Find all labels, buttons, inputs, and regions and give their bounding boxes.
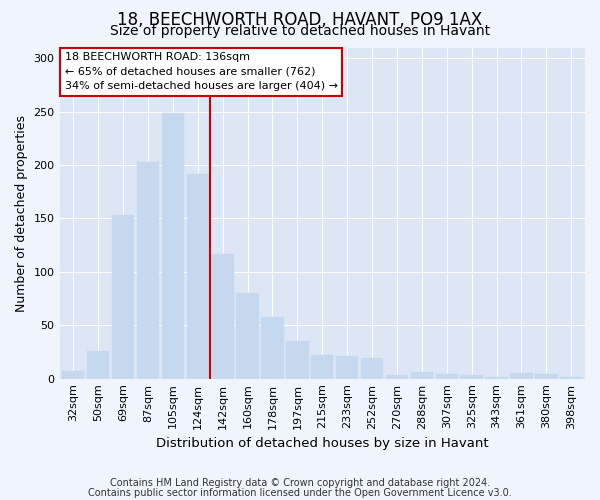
Bar xyxy=(485,376,508,378)
Bar xyxy=(137,162,159,378)
Bar xyxy=(87,351,109,378)
Bar xyxy=(211,254,234,378)
Bar xyxy=(187,174,209,378)
Text: Contains public sector information licensed under the Open Government Licence v3: Contains public sector information licen… xyxy=(88,488,512,498)
Bar xyxy=(286,342,308,378)
Bar xyxy=(112,215,134,378)
Bar xyxy=(510,374,533,378)
Text: 18 BEECHWORTH ROAD: 136sqm
← 65% of detached houses are smaller (762)
34% of sem: 18 BEECHWORTH ROAD: 136sqm ← 65% of deta… xyxy=(65,52,338,92)
Bar xyxy=(386,376,408,378)
Text: Contains HM Land Registry data © Crown copyright and database right 2024.: Contains HM Land Registry data © Crown c… xyxy=(110,478,490,488)
Text: Size of property relative to detached houses in Havant: Size of property relative to detached ho… xyxy=(110,24,490,38)
Bar xyxy=(336,356,358,378)
Y-axis label: Number of detached properties: Number of detached properties xyxy=(15,114,28,312)
Bar xyxy=(460,376,483,378)
Bar xyxy=(161,112,184,378)
Bar xyxy=(62,371,85,378)
Bar xyxy=(311,355,334,378)
Text: 18, BEECHWORTH ROAD, HAVANT, PO9 1AX: 18, BEECHWORTH ROAD, HAVANT, PO9 1AX xyxy=(118,11,482,29)
Bar xyxy=(410,372,433,378)
Bar xyxy=(236,293,259,378)
Bar xyxy=(535,374,557,378)
Bar xyxy=(560,376,583,378)
Bar xyxy=(361,358,383,378)
X-axis label: Distribution of detached houses by size in Havant: Distribution of detached houses by size … xyxy=(156,437,488,450)
Bar xyxy=(436,374,458,378)
Bar xyxy=(261,316,284,378)
